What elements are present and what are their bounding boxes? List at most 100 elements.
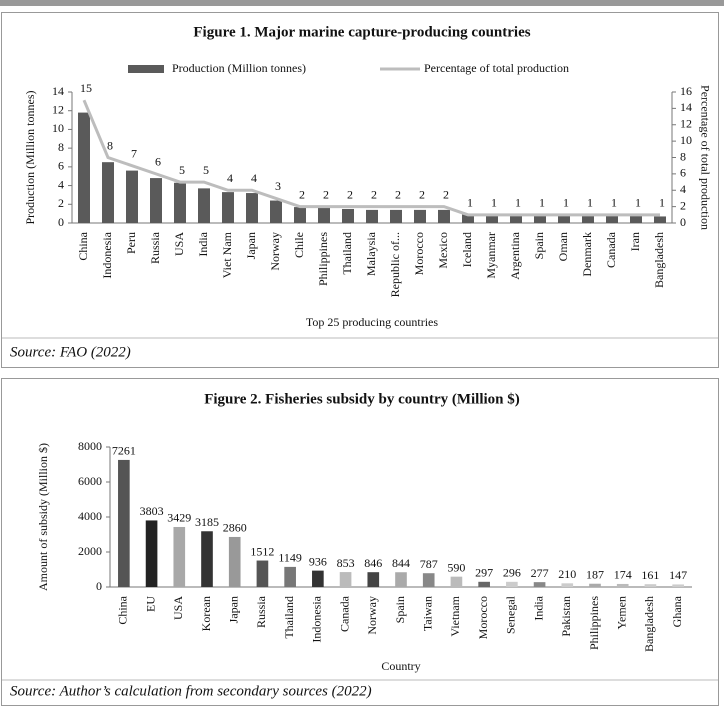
bar <box>150 178 162 223</box>
x-tick-label: Bangladesh <box>652 232 666 288</box>
x-tick-label: Norway <box>365 596 379 635</box>
x-tick-label: Japan <box>244 232 258 259</box>
bar <box>145 520 158 587</box>
x-tick-label: India <box>531 595 545 620</box>
bar <box>644 584 657 587</box>
x-tick-label: Bangladesh <box>642 596 656 652</box>
x-tick-label: Russia <box>254 595 268 628</box>
x-tick-label: Canada <box>604 231 618 268</box>
data-label: 2 <box>299 187 305 201</box>
y-tick-label: 10 <box>52 121 64 135</box>
x-tick-label: USA <box>171 596 185 620</box>
bar <box>438 209 450 223</box>
x-tick-label: USA <box>172 232 186 256</box>
x-tick-label: Norway <box>268 232 282 271</box>
y2-axis-title: Percentage of total production <box>698 85 712 230</box>
bar <box>270 200 282 223</box>
data-label: 2 <box>347 187 353 201</box>
data-label: 1 <box>515 196 521 210</box>
chart-title: Figure 2. Fisheries subsidy by country (… <box>204 391 520 407</box>
data-label: 6 <box>155 155 161 169</box>
bar <box>174 182 186 223</box>
value-label: 3803 <box>140 504 164 518</box>
x-tick-label: Mexico <box>436 232 450 269</box>
value-label: 846 <box>364 556 382 570</box>
bar <box>654 216 666 223</box>
y-tick-label: 14 <box>52 84 64 98</box>
bar <box>284 566 296 587</box>
y-tick-label: 2000 <box>78 544 102 558</box>
data-label: 1 <box>587 196 593 210</box>
bar <box>173 526 186 587</box>
data-label: 3 <box>275 179 281 193</box>
x-tick-label: Morocco <box>412 232 426 275</box>
value-label: 174 <box>614 568 632 582</box>
y2-tick-label: 16 <box>680 84 692 98</box>
data-label: 2 <box>443 187 449 201</box>
x-tick-label: Philippines <box>587 596 601 650</box>
x-axis-title: Country <box>381 659 420 673</box>
x-tick-label: Senegal <box>504 595 518 634</box>
value-label: 7261 <box>112 444 136 458</box>
data-label: 1 <box>491 196 497 210</box>
y-tick-label: 8000 <box>78 439 102 453</box>
x-tick-label: Taiwan <box>420 596 434 631</box>
y-tick-label: 12 <box>52 102 64 116</box>
value-label: 590 <box>447 560 465 574</box>
bar <box>506 581 518 587</box>
bar <box>561 583 574 587</box>
data-label: 5 <box>179 163 185 177</box>
y2-tick-label: 2 <box>680 198 686 212</box>
y2-tick-label: 12 <box>680 117 692 131</box>
legend-label: Production (Million tonnes) <box>172 61 306 75</box>
bar <box>533 582 546 587</box>
data-label: 1 <box>467 196 473 210</box>
y-tick-label: 0 <box>96 579 102 593</box>
value-label: 147 <box>669 568 687 582</box>
x-tick-label: Myanmar <box>484 232 498 279</box>
x-tick-label: Philippines <box>316 232 330 286</box>
y-tick-label: 8 <box>58 140 64 154</box>
y2-tick-label: 8 <box>680 149 686 163</box>
x-axis-title: Top 25 producing countries <box>306 315 438 329</box>
bar <box>616 583 629 587</box>
bar <box>395 572 407 587</box>
data-label: 15 <box>80 81 92 95</box>
value-label: 3185 <box>195 515 219 529</box>
bar <box>390 209 402 223</box>
x-tick-label: Iceland <box>460 232 474 267</box>
x-tick-label: India <box>196 231 210 256</box>
value-label: 853 <box>337 556 355 570</box>
top-rule <box>0 0 724 6</box>
value-label: 2860 <box>223 521 247 535</box>
x-tick-label: EU <box>143 596 157 612</box>
data-label: 2 <box>395 187 401 201</box>
bar <box>589 583 601 587</box>
value-label: 187 <box>586 567 604 581</box>
x-tick-label: Argentina <box>508 231 522 279</box>
bar <box>126 170 138 223</box>
y-axis-title: Amount of subsidy (Million $) <box>36 443 50 591</box>
data-label: 2 <box>323 187 329 201</box>
y-tick-label: 4 <box>58 177 64 191</box>
x-tick-label: Japan <box>226 596 240 623</box>
y-tick-label: 4000 <box>78 509 102 523</box>
value-label: 297 <box>475 566 493 580</box>
bar <box>450 576 463 587</box>
x-tick-label: Republic of... <box>388 232 402 297</box>
y-axis-title: Production (Million tonnes) <box>23 91 37 225</box>
y2-tick-label: 0 <box>680 215 686 229</box>
data-label: 2 <box>419 187 425 201</box>
x-tick-label: Oman <box>556 232 570 261</box>
y2-tick-label: 6 <box>680 166 686 180</box>
bar <box>414 209 426 223</box>
x-tick-label: Spain <box>393 596 407 623</box>
y-tick-label: 6000 <box>78 474 102 488</box>
bar <box>534 215 546 223</box>
x-tick-label: Pakistan <box>559 596 573 637</box>
x-tick-label: Yemen <box>614 596 628 629</box>
y-tick-label: 2 <box>58 196 64 210</box>
legend-label: Percentage of total production <box>424 61 569 75</box>
x-tick-label: Chile <box>292 232 306 258</box>
data-label: 2 <box>371 187 377 201</box>
